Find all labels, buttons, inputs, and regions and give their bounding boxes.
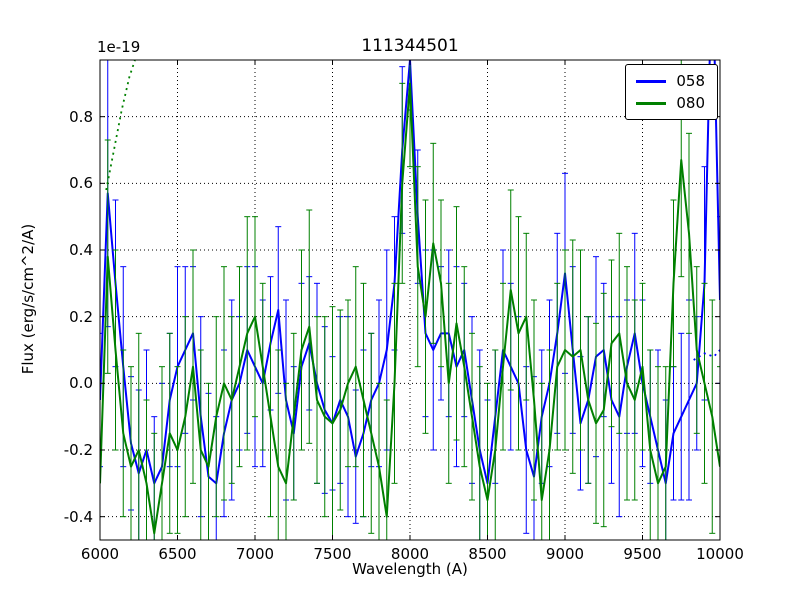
- y-tick-label: -0.4: [63, 507, 93, 526]
- y-axis-label: Flux (erg/s/cm^2/A): [19, 223, 37, 375]
- y-tick-label: 0.2: [69, 307, 93, 326]
- x-tick-label: 6000: [80, 545, 120, 563]
- legend-label-080: 080: [676, 94, 705, 112]
- y-tick-label: -0.2: [63, 441, 93, 459]
- x-tick-label: 6500: [158, 545, 197, 563]
- x-tick-label: 9500: [623, 545, 662, 563]
- legend-label-058: 058: [676, 72, 705, 90]
- y-tick-label: 0.8: [69, 107, 93, 126]
- x-tick-label: 8000: [390, 545, 430, 563]
- series-line-058: [100, 60, 720, 485]
- legend-entry-058: 058: [636, 70, 705, 92]
- x-tick-label: 9000: [545, 545, 585, 563]
- legend-line-green: [636, 101, 667, 105]
- legend-entry-080: 080: [636, 92, 705, 114]
- x-tick-label: 8500: [468, 545, 507, 563]
- data-layer: [100, 60, 720, 540]
- series-line-080: [100, 82, 720, 535]
- x-tick-label: 7500: [313, 545, 352, 563]
- y-tick-label: 0.4: [69, 241, 93, 259]
- legend-line-blue: [636, 79, 667, 83]
- dotted-segment-0: [105, 60, 136, 191]
- x-axis-label: Wavelength (A): [352, 560, 468, 578]
- axes-frame: [99, 59, 721, 541]
- x-tick-label: 10000: [696, 545, 744, 563]
- x-tick-label: 7000: [235, 545, 275, 563]
- dotted-segment-1: [693, 349, 720, 361]
- y-axis-offset-label: 1e-19: [97, 38, 141, 56]
- chart-title: 111344501: [361, 36, 459, 56]
- y-tick-label: 0.6: [69, 174, 93, 193]
- y-tick-label: 0.0: [69, 374, 93, 393]
- legend: 058 080: [625, 64, 718, 120]
